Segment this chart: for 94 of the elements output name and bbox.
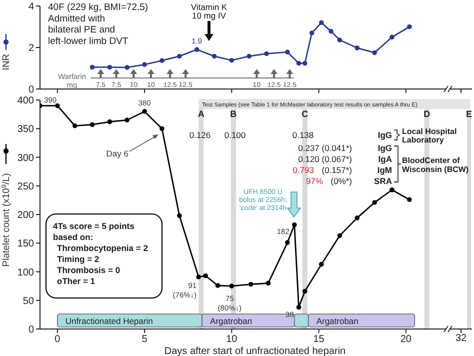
x-tick-label: 15 bbox=[313, 334, 325, 346]
ref-line-label: A bbox=[198, 109, 205, 119]
point bbox=[296, 60, 302, 66]
point bbox=[55, 103, 60, 108]
point bbox=[319, 262, 324, 267]
point bbox=[266, 280, 271, 286]
point bbox=[328, 28, 334, 34]
y-tick-label: 400 bbox=[17, 96, 34, 107]
y-tick-label: 100 bbox=[17, 267, 34, 278]
text: E bbox=[466, 109, 472, 119]
point bbox=[372, 50, 377, 56]
y-tick-label: 250 bbox=[17, 181, 34, 192]
annotation: (0%*) bbox=[330, 176, 352, 186]
annotation: 40F (229 kg, BMI=72.5) Admitted with bilateral PE and left-lower limb DVT bbox=[48, 2, 148, 47]
y-tick-label: 350 bbox=[17, 124, 34, 136]
point bbox=[285, 50, 290, 54]
annotation: 0.126 bbox=[189, 130, 211, 140]
point bbox=[229, 284, 234, 288]
band-label: Unfractionated Heparin bbox=[65, 316, 154, 326]
point bbox=[229, 58, 234, 63]
annotation: IgM bbox=[377, 165, 392, 175]
annotation: 0.237 (0.041*) bbox=[298, 143, 352, 153]
point bbox=[354, 216, 360, 220]
y-tick-label: 2 bbox=[28, 43, 34, 54]
annotation: Local Hospital Laboratory bbox=[402, 127, 457, 144]
ref-line-label: D bbox=[424, 109, 431, 119]
point bbox=[309, 30, 314, 36]
point bbox=[390, 187, 394, 192]
point bbox=[142, 62, 147, 67]
x-tick-label: 10 bbox=[226, 334, 238, 346]
ref-line-label: C bbox=[302, 109, 309, 119]
point bbox=[372, 200, 377, 205]
point bbox=[215, 283, 220, 288]
y-tick-label: 0 bbox=[28, 324, 34, 336]
annotation: 0.100 bbox=[224, 130, 246, 140]
text: 32 bbox=[455, 333, 467, 344]
x-tick-label: 5 bbox=[142, 334, 148, 346]
point bbox=[337, 38, 342, 42]
y-tick-label: 4 bbox=[28, 2, 34, 13]
point bbox=[90, 64, 95, 70]
annotation: 0.120 (0.067*) bbox=[298, 154, 352, 164]
point bbox=[390, 34, 394, 40]
annotation: 4Ts score = 5 points based on: Thrombocytopenia = 2 Timing = 2 Thrombosis = 0 oTher = 1 bbox=[53, 221, 148, 286]
point bbox=[124, 118, 130, 122]
annotation: Vitamin K 10 mg IV bbox=[190, 2, 228, 20]
annotation: 0.138 bbox=[292, 130, 314, 140]
point bbox=[203, 273, 208, 278]
point bbox=[196, 274, 201, 280]
point bbox=[407, 24, 412, 30]
x-axis-title: Days after start of unfractionated heparin bbox=[164, 346, 346, 356]
point bbox=[264, 51, 269, 56]
point bbox=[160, 126, 164, 132]
point bbox=[302, 60, 308, 66]
annotation: IgA bbox=[378, 154, 392, 164]
point bbox=[212, 54, 217, 59]
point bbox=[337, 233, 342, 238]
y-tick-label: 150 bbox=[17, 238, 34, 250]
point bbox=[319, 20, 324, 25]
point bbox=[177, 54, 182, 59]
annotation: 0.793 bbox=[292, 165, 314, 175]
band-label: Argatroban bbox=[316, 316, 359, 326]
point bbox=[124, 65, 130, 70]
point bbox=[354, 46, 360, 50]
point bbox=[107, 119, 112, 124]
annotation: 97% bbox=[306, 176, 324, 186]
point bbox=[72, 123, 78, 128]
point bbox=[160, 58, 164, 63]
annotation: (0.157*) bbox=[322, 165, 352, 175]
x-tick-label: 0 bbox=[54, 334, 61, 346]
y-tick-label: 0 bbox=[28, 84, 34, 96]
point bbox=[248, 282, 254, 287]
ref-line-label: B bbox=[230, 109, 238, 119]
annotation: IgG bbox=[378, 143, 392, 153]
point bbox=[90, 122, 95, 128]
annotation: Day 6 bbox=[106, 148, 129, 158]
y-axis-title: INR bbox=[1, 54, 12, 70]
point bbox=[296, 304, 302, 310]
point bbox=[246, 54, 252, 59]
annotation: BloodCenter of Wisconsin (BCW) bbox=[402, 156, 469, 174]
y-tick-label: 200 bbox=[17, 210, 34, 222]
point bbox=[177, 213, 182, 218]
point bbox=[107, 64, 112, 70]
annotation: IgG bbox=[378, 130, 392, 140]
point bbox=[407, 197, 412, 202]
point bbox=[194, 47, 200, 52]
point bbox=[292, 222, 297, 228]
point bbox=[285, 240, 290, 245]
y-tick-label: 50 bbox=[22, 296, 34, 307]
point bbox=[302, 288, 308, 294]
x-tick-label: 20 bbox=[400, 334, 412, 346]
annotation: SRA bbox=[374, 176, 392, 186]
band-label: Argatroban bbox=[210, 316, 252, 326]
point bbox=[142, 109, 147, 114]
y-tick-label: 300 bbox=[17, 152, 34, 164]
